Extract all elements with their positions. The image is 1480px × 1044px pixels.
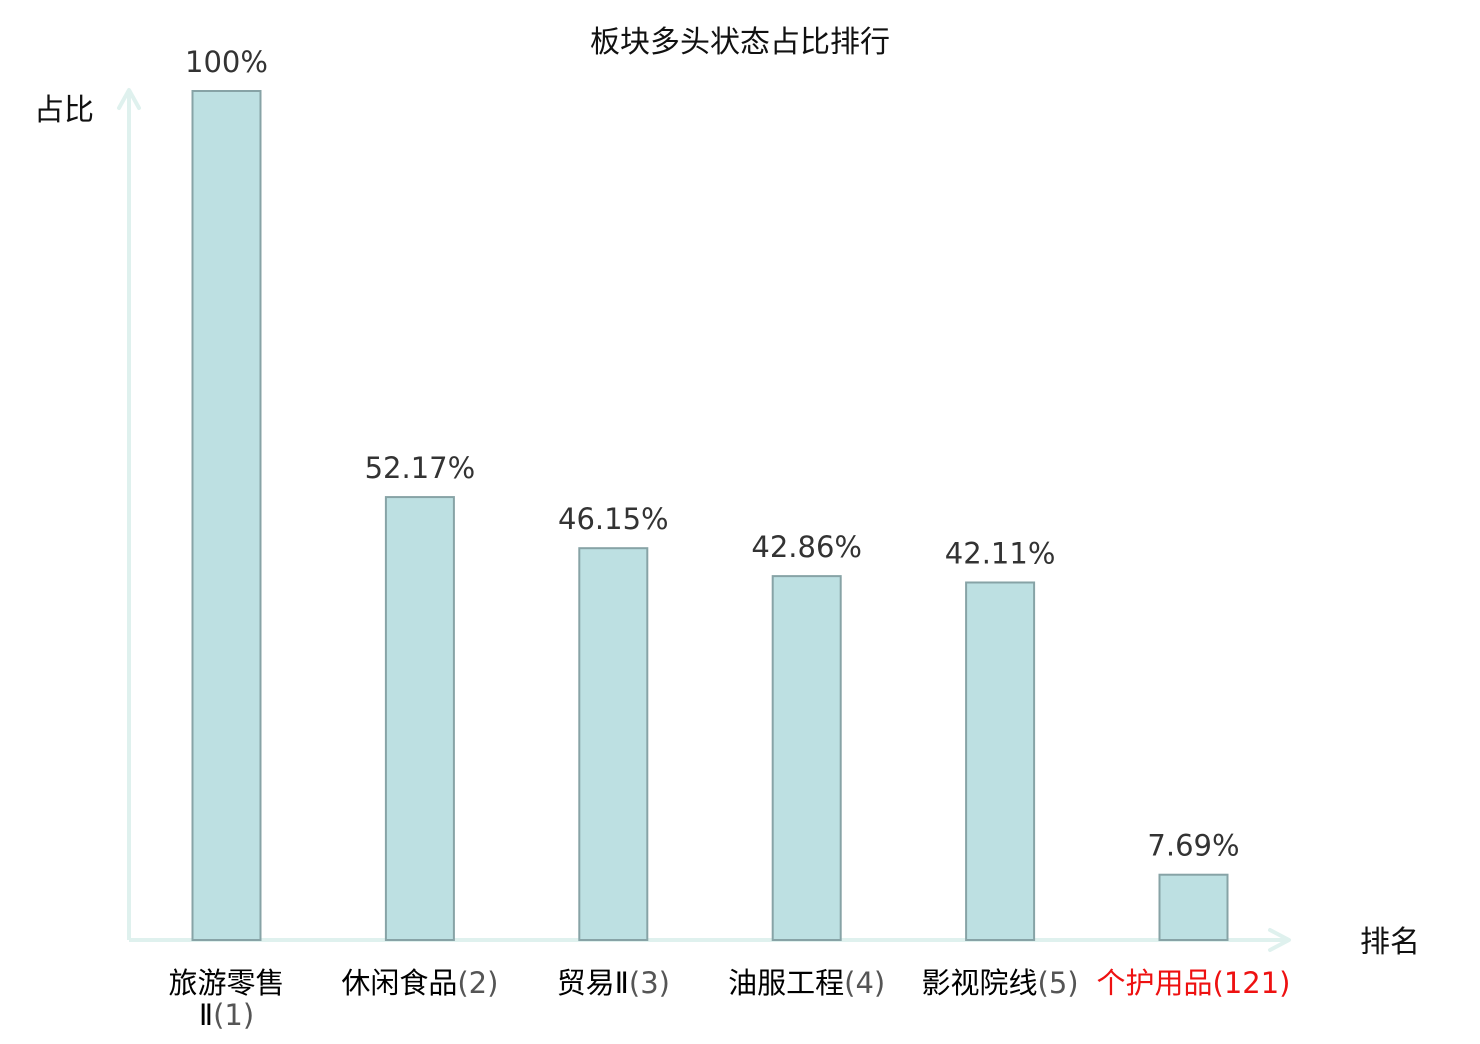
- category-label: 旅游零售: [168, 966, 284, 1000]
- value-labels-group: 100% 52.17% 46.15% 42.86% 42.11% 7.69%: [185, 45, 1240, 863]
- category-name: 影视院线: [922, 966, 1038, 1000]
- value-label: 7.69%: [1147, 829, 1239, 863]
- value-label: 52.17%: [365, 451, 476, 485]
- category-name: 休闲食品: [341, 966, 457, 1000]
- category-label-line2: Ⅱ(1): [199, 998, 254, 1032]
- category-label: 影视院线(5): [922, 966, 1079, 1000]
- category-rank: (3): [629, 966, 670, 1000]
- bar: [965, 581, 1036, 941]
- x-axis-label: 排名: [1360, 925, 1420, 960]
- value-label: 100%: [185, 45, 268, 79]
- category-rank: (2): [457, 966, 498, 1000]
- value-label: 42.86%: [751, 530, 862, 564]
- category-label: 休闲食品(2): [341, 966, 498, 1000]
- category-label: 个护用品(121): [1097, 966, 1291, 1000]
- category-name: 贸易Ⅱ: [557, 966, 629, 1000]
- x-axis-arrow: [1268, 928, 1291, 952]
- bar: [771, 575, 842, 941]
- category-name: 个护用品: [1097, 966, 1213, 1000]
- category-rank: (121): [1213, 966, 1291, 1000]
- y-axis-arrow: [117, 88, 141, 110]
- bar: [578, 547, 649, 942]
- category-rank: (4): [844, 966, 885, 1000]
- category-rank: (5): [1038, 966, 1079, 1000]
- chart-title: 板块多头状态占比排行: [590, 25, 890, 60]
- bars-group: [191, 90, 1229, 942]
- bar: [384, 496, 455, 941]
- y-axis-label: 占比: [34, 93, 94, 128]
- axes: [117, 88, 1291, 952]
- bar: [1158, 873, 1229, 942]
- bar: [191, 90, 262, 941]
- category-label: 油服工程(4): [728, 966, 885, 1000]
- value-label: 46.15%: [558, 502, 669, 536]
- category-name: 油服工程: [728, 966, 844, 1000]
- category-label: 贸易Ⅱ(3): [557, 966, 670, 1000]
- category-rank: (1): [213, 998, 254, 1032]
- value-label: 42.11%: [945, 536, 1056, 570]
- category-name-part: Ⅱ: [199, 998, 213, 1032]
